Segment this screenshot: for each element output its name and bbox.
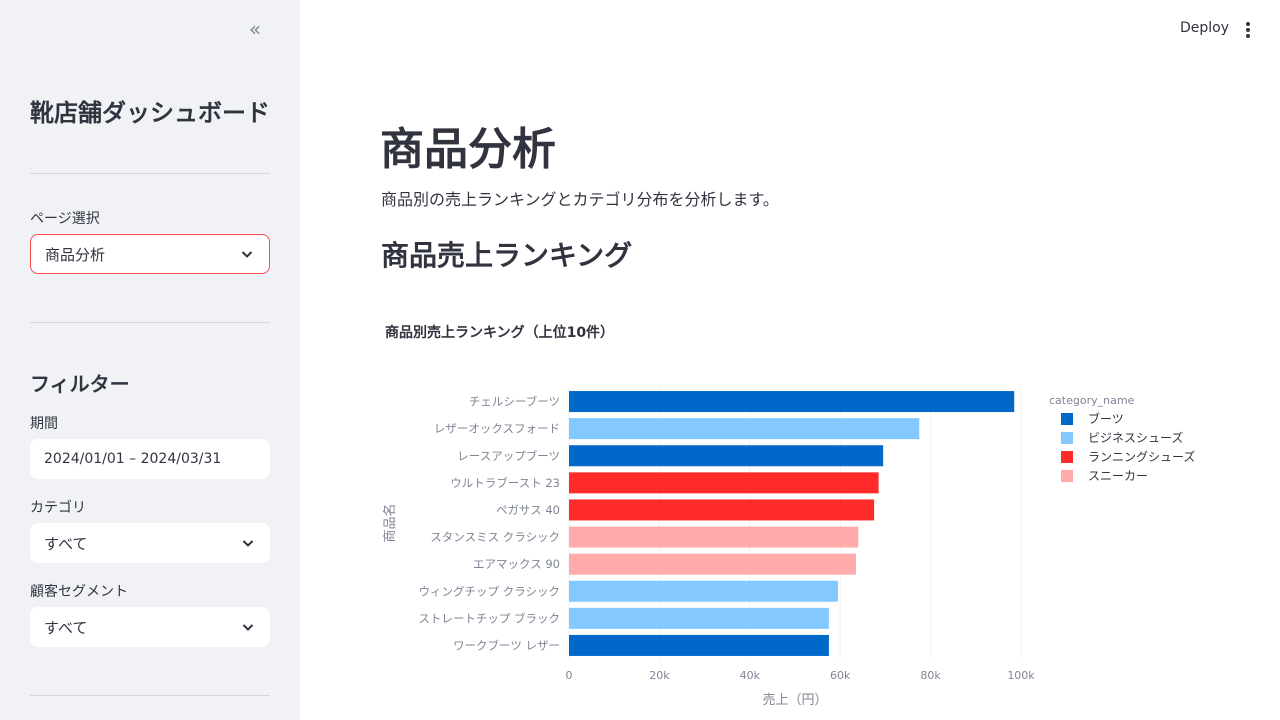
x-tick-label: 80k xyxy=(920,669,941,682)
page-title: 商品分析 xyxy=(380,124,556,175)
legend-swatch xyxy=(1061,451,1073,463)
x-tick-label: 40k xyxy=(740,669,761,682)
x-tick-label: 20k xyxy=(649,669,670,682)
chart-bar xyxy=(569,553,857,575)
sales-ranking-chart: 商品別売上ランキング（上位10件） チェルシーブーツレザーオックスフォードレースア… xyxy=(382,324,1195,708)
legend-item: ビジネスシューズ xyxy=(1088,430,1183,445)
app-title: 靴店舗ダッシュボード xyxy=(30,99,270,127)
x-tick-label: 100k xyxy=(1007,669,1035,682)
x-axis-label: 売上（円） xyxy=(762,692,827,708)
double-chevron-left-icon[interactable]: « xyxy=(248,17,262,41)
chart-bar xyxy=(569,526,859,548)
y-tick-label: ワークブーツ レザー xyxy=(453,638,560,652)
y-tick-label: エアマックス 90 xyxy=(473,557,560,571)
filter-title: フィルター xyxy=(30,372,130,396)
y-tick-label: スタンスミス クラシック xyxy=(430,530,560,544)
y-axis-label: 商品名 xyxy=(382,503,398,542)
y-tick-label: ペガサス 40 xyxy=(496,503,560,517)
y-tick-label: チェルシーブーツ xyxy=(469,395,560,409)
chart-bar xyxy=(569,580,838,602)
chart-title: 商品別売上ランキング（上位10件） xyxy=(385,324,614,341)
page-select-dropdown[interactable]: 商品分析 xyxy=(30,234,270,274)
chevron-down-icon xyxy=(242,540,254,547)
legend-item: ブーツ xyxy=(1088,411,1124,426)
period-label: 期間 xyxy=(30,416,58,432)
period-date-input[interactable]: 2024/01/01 – 2024/03/31 xyxy=(30,439,270,479)
chart-bar xyxy=(569,445,884,467)
segment-label: 顧客セグメント xyxy=(30,584,128,600)
chart-bar xyxy=(569,391,1015,413)
page-select-label: ページ選択 xyxy=(30,211,100,227)
y-tick-label: レザーオックスフォード xyxy=(434,422,560,436)
section-title: 商品売上ランキング xyxy=(381,239,633,272)
deploy-button[interactable]: Deploy xyxy=(1180,20,1230,36)
legend-swatch xyxy=(1061,432,1073,444)
y-tick-label: ウィングチップ クラシック xyxy=(419,584,560,598)
category-value: すべて xyxy=(44,534,88,553)
legend-item: スニーカー xyxy=(1088,469,1148,483)
chart-bar xyxy=(569,472,879,494)
period-value: 2024/01/01 – 2024/03/31 xyxy=(44,451,222,467)
legend-swatch xyxy=(1061,470,1073,482)
vertical-dots-icon[interactable] xyxy=(1238,19,1258,41)
y-tick-label: ウルトラブースト 23 xyxy=(450,476,560,490)
sidebar: « 靴店舗ダッシュボード ページ選択 商品分析 フィルター 期間 2024/01… xyxy=(0,0,300,720)
chart-bar xyxy=(569,499,875,521)
chart-bar xyxy=(569,634,829,656)
page-description: 商品別の売上ランキングとカテゴリ分布を分析します。 xyxy=(381,190,779,209)
sidebar-divider xyxy=(30,695,270,696)
chevron-down-icon xyxy=(241,251,253,258)
y-tick-label: ストレートチップ ブラック xyxy=(418,611,560,625)
legend-item: ランニングシューズ xyxy=(1088,449,1195,464)
x-tick-label: 0 xyxy=(566,669,573,682)
page-select-value: 商品分析 xyxy=(45,245,106,264)
category-select[interactable]: すべて xyxy=(30,523,270,563)
sidebar-divider xyxy=(30,322,270,323)
chart-bar xyxy=(569,607,829,629)
category-label: カテゴリ xyxy=(30,500,86,516)
x-tick-label: 60k xyxy=(830,669,851,682)
legend-swatch xyxy=(1061,413,1073,425)
chart-bar xyxy=(569,418,920,440)
sidebar-divider xyxy=(30,173,270,174)
chevron-down-icon xyxy=(242,624,254,631)
legend-title: category_name xyxy=(1049,394,1135,407)
segment-value: すべて xyxy=(44,618,88,637)
y-tick-label: レースアップブーツ xyxy=(457,449,560,463)
segment-select[interactable]: すべて xyxy=(30,607,270,647)
